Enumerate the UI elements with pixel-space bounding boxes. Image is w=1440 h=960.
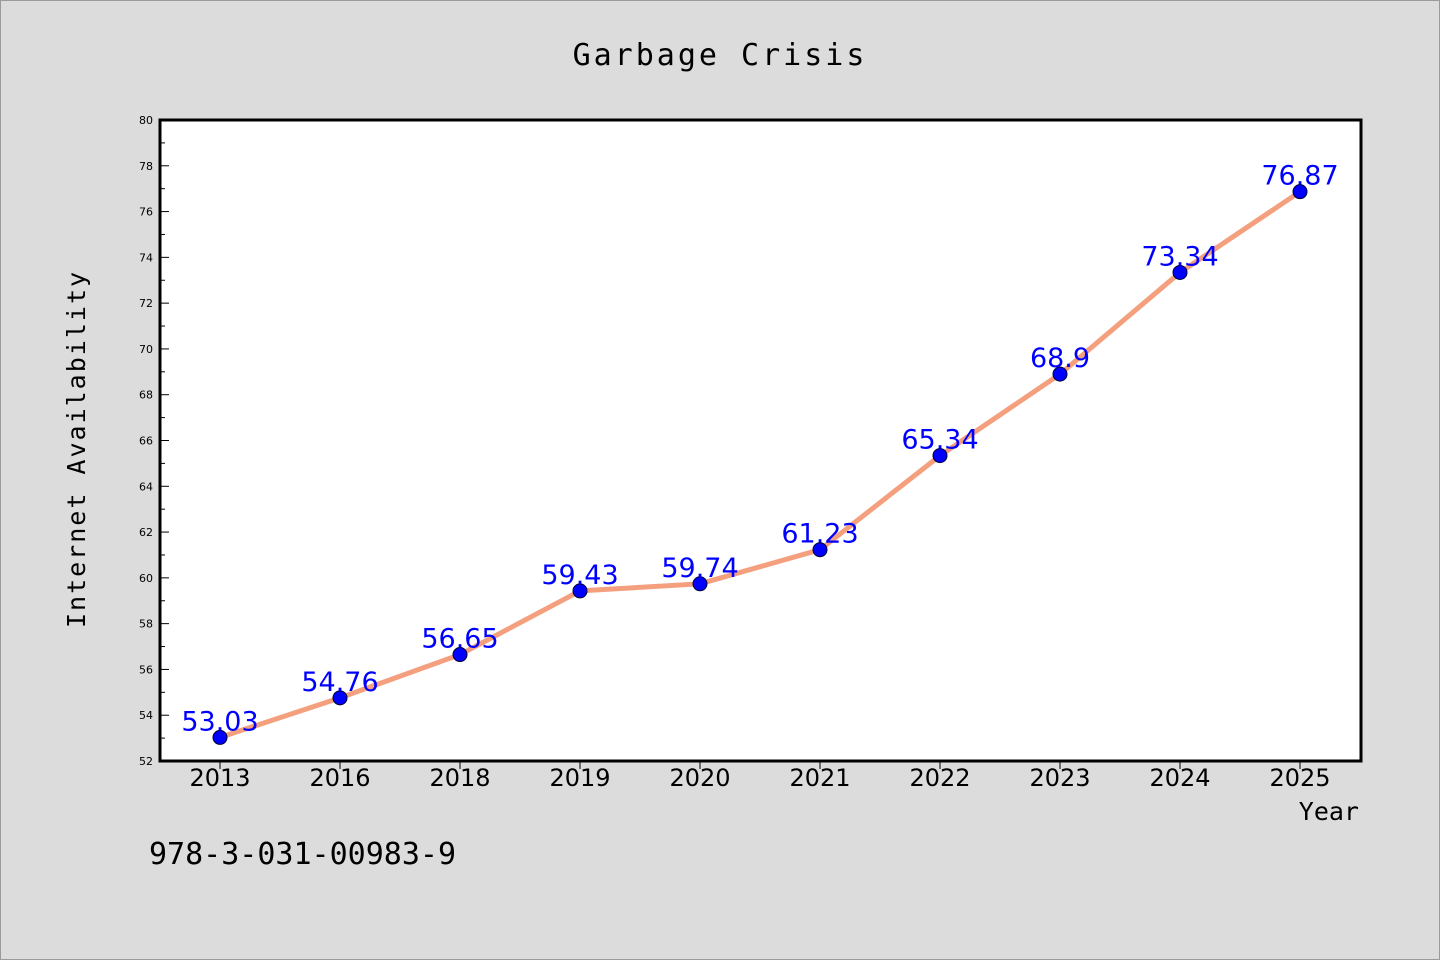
y-tick-label: 68 xyxy=(139,389,153,402)
y-tick-label: 60 xyxy=(139,572,153,585)
x-tick-label: 2025 xyxy=(1269,764,1330,792)
x-tick-label: 2013 xyxy=(189,764,250,792)
y-tick-label: 70 xyxy=(139,343,153,356)
chart-title: Garbage Crisis xyxy=(573,38,868,73)
y-tick-label: 58 xyxy=(139,618,153,631)
data-value-label: 65.34 xyxy=(901,425,978,456)
x-axis: 2013 2016 2018 2019 2020 2021 2022 2023 2024 2025 xyxy=(189,761,1331,792)
series-line xyxy=(217,189,1303,740)
data-value-label: 76.87 xyxy=(1261,161,1338,192)
y-tick-label: 78 xyxy=(139,160,153,173)
y-tick-label: 80 xyxy=(139,114,153,127)
data-point-marker xyxy=(1172,264,1188,280)
y-tick-label: 76 xyxy=(139,206,153,219)
y-tick-label: 52 xyxy=(139,755,153,768)
y-axis-label: Internet Availability xyxy=(62,270,91,628)
data-value-label: 68.9 xyxy=(1030,343,1090,374)
y-tick-label: 72 xyxy=(139,297,153,310)
data-point-marker xyxy=(212,729,228,745)
data-labels: 53.03 54.76 56.65 59.43 59.74 61.23 65.34 68.9 7… xyxy=(181,161,1338,738)
data-point-marker xyxy=(452,647,468,663)
data-value-label: 53.03 xyxy=(181,706,258,737)
y-tick-label: 54 xyxy=(139,709,153,722)
x-tick-label: 2016 xyxy=(309,764,370,792)
data-point-marker xyxy=(1052,366,1068,382)
y-tick-label: 56 xyxy=(139,663,153,676)
data-point-marker xyxy=(692,576,708,592)
y-tick-label: 66 xyxy=(139,435,153,448)
data-point-marker xyxy=(1292,184,1308,200)
y-tick-label: 62 xyxy=(139,526,153,539)
x-tick-label: 2020 xyxy=(669,764,730,792)
y-tick-label: 64 xyxy=(139,480,153,493)
footer-isbn-text: 978-3-031-00983-9 xyxy=(149,837,456,872)
data-point-marker xyxy=(572,583,588,599)
x-tick-label: 2024 xyxy=(1149,764,1210,792)
x-tick-label: 2018 xyxy=(429,764,490,792)
series-line-group xyxy=(217,189,1303,740)
data-point-marker xyxy=(332,690,348,706)
y-axis: 52 54 56 58 60 62 64 66 68 70 72 74 76 78 80 xyxy=(139,114,169,768)
y-tick-label: 74 xyxy=(139,251,153,264)
x-tick-label: 2019 xyxy=(549,764,610,792)
data-point-marker xyxy=(812,542,828,558)
x-tick-label: 2022 xyxy=(909,764,970,792)
plot-area xyxy=(158,118,1363,763)
data-value-label: 61.23 xyxy=(781,519,858,550)
data-value-label: 54.76 xyxy=(301,667,378,698)
data-value-label: 73.34 xyxy=(1141,241,1218,272)
data-value-label: 56.65 xyxy=(421,624,498,655)
data-point-marker xyxy=(932,448,948,464)
x-axis-label: Year xyxy=(1299,797,1359,826)
data-markers xyxy=(212,184,1308,745)
x-tick-label: 2021 xyxy=(789,764,850,792)
data-value-label: 59.74 xyxy=(661,553,738,584)
x-tick-label: 2023 xyxy=(1029,764,1090,792)
data-value-label: 59.43 xyxy=(541,560,618,591)
